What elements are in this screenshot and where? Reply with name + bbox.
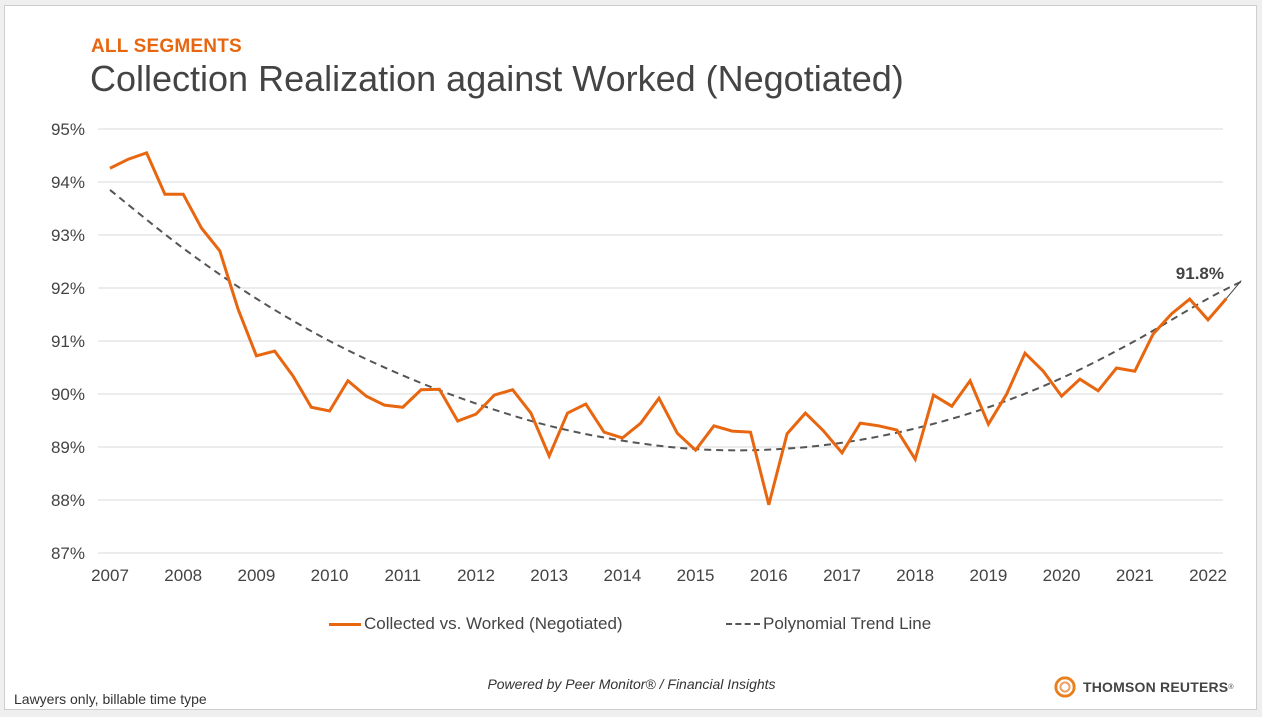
legend-label: Collected vs. Worked (Negotiated) <box>364 614 623 633</box>
x-tick-label: 2022 <box>1189 566 1227 585</box>
x-tick-label: 2009 <box>237 566 275 585</box>
x-tick-label: 2013 <box>530 566 568 585</box>
y-tick-label: 91% <box>51 332 85 351</box>
x-tick-label: 2008 <box>164 566 202 585</box>
brand-name: THOMSON REUTERS <box>1083 679 1229 695</box>
legend-label: Polynomial Trend Line <box>763 614 932 633</box>
x-tick-label: 2010 <box>311 566 349 585</box>
legend-item-trend: Polynomial Trend Line <box>726 614 931 634</box>
segment-kicker: ALL SEGMENTS <box>91 36 242 57</box>
x-tick-label: 2011 <box>385 566 422 585</box>
x-tick-label: 2019 <box>969 566 1007 585</box>
y-tick-label: 90% <box>51 385 85 404</box>
x-tick-label: 2017 <box>823 566 861 585</box>
x-tick-label: 2018 <box>896 566 934 585</box>
y-tick-label: 87% <box>51 544 85 563</box>
trend-line <box>109 189 1246 452</box>
series-group <box>109 150 1246 506</box>
annotations: 91.8% <box>1176 264 1242 299</box>
x-tick-label: 2014 <box>603 566 641 585</box>
reuters-dot-logo-icon <box>1053 675 1077 699</box>
annotation-leader <box>1225 280 1242 299</box>
collected-line <box>109 150 1228 506</box>
gridlines <box>98 128 1223 554</box>
legend-item-collected: Collected vs. Worked (Negotiated) <box>329 614 623 634</box>
x-tick-label: 2012 <box>457 566 495 585</box>
last-value-label: 91.8% <box>1176 264 1224 283</box>
line-chart: 87% 88% 89% 90% 91% 92% 93% 94% 95% 2007 2008 2009… <box>51 120 1246 585</box>
legend-solid-line-icon <box>329 622 361 626</box>
y-tick-label: 92% <box>51 279 85 298</box>
y-tick-label: 89% <box>51 438 85 457</box>
x-tick-label: 2021 <box>1116 566 1154 585</box>
x-tick-label: 2007 <box>91 566 129 585</box>
thomson-reuters-logo: THOMSON REUTERS ® <box>1053 675 1234 699</box>
y-tick-label: 95% <box>51 120 85 139</box>
legend-dashed-line-icon <box>726 623 760 625</box>
y-tick-label: 88% <box>51 491 85 510</box>
registered-mark: ® <box>1228 683 1234 691</box>
x-tick-label: 2016 <box>750 566 788 585</box>
y-tick-label: 93% <box>51 226 85 245</box>
x-axis-ticks: 2007 2008 2009 2010 2011 2012 2013 2014 2015 2016… <box>91 566 1227 585</box>
y-axis-ticks: 87% 88% 89% 90% 91% 92% 93% 94% 95% <box>51 120 85 563</box>
y-tick-label: 94% <box>51 173 85 192</box>
legend: Collected vs. Worked (Negotiated) Polyno… <box>5 614 1258 638</box>
x-tick-label: 2020 <box>1043 566 1081 585</box>
slide: ALL SEGMENTS Collection Realization agai… <box>4 5 1257 710</box>
x-tick-label: 2015 <box>677 566 715 585</box>
chart-title: Collection Realization against Worked (N… <box>90 58 904 99</box>
powered-by-text: Powered by Peer Monitor® / Financial Ins… <box>487 676 776 692</box>
footnote: Lawyers only, billable time type <box>14 691 207 707</box>
